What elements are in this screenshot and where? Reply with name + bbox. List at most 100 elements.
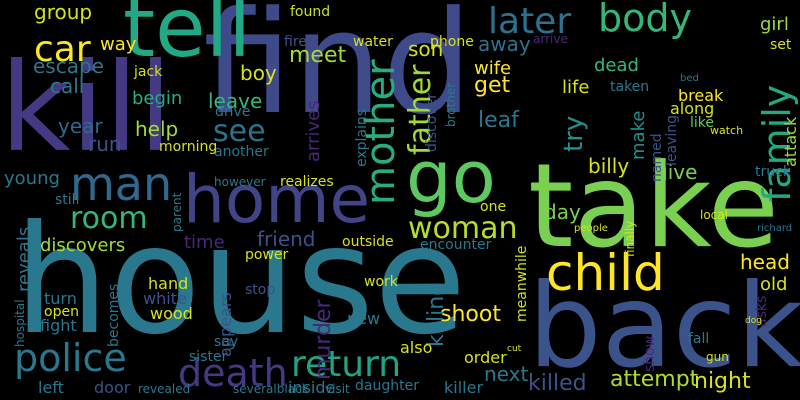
- word: asks: [754, 296, 770, 327]
- word: outside: [342, 234, 394, 250]
- word: another: [214, 144, 269, 160]
- word: meet: [289, 43, 347, 68]
- word: along: [670, 99, 714, 118]
- word: next: [484, 362, 528, 386]
- word: taken: [610, 79, 649, 95]
- word: cut: [507, 344, 522, 354]
- word: found: [290, 4, 330, 20]
- word: jack: [133, 64, 163, 80]
- word: fire: [284, 34, 307, 50]
- word: also: [400, 338, 432, 357]
- word: killed: [528, 371, 587, 396]
- word: girl: [760, 14, 789, 35]
- word: visit: [325, 382, 350, 396]
- word: explains: [354, 109, 370, 167]
- word: friend: [257, 227, 316, 251]
- word: family: [755, 85, 799, 202]
- word: man: [70, 157, 172, 211]
- word: life: [562, 77, 589, 98]
- word: revealed: [138, 382, 190, 396]
- word: richard: [757, 223, 792, 234]
- word: murder: [311, 298, 336, 380]
- word: time: [184, 232, 225, 253]
- word: night: [694, 369, 751, 394]
- word: find: [203, 0, 473, 146]
- word: tell: [123, 0, 251, 76]
- word: hospital: [13, 299, 27, 347]
- word: take: [528, 139, 779, 274]
- word: day: [544, 200, 581, 224]
- word: dog: [745, 316, 762, 326]
- word: way: [100, 34, 137, 55]
- word: finally: [623, 221, 637, 257]
- word: open: [44, 304, 79, 320]
- word: killing: [424, 282, 449, 347]
- word: house: [14, 194, 466, 368]
- word: wood: [150, 304, 193, 323]
- word: help: [135, 117, 178, 141]
- word: police: [14, 336, 127, 380]
- word: bed: [680, 73, 699, 84]
- word: escape: [33, 54, 104, 78]
- word: mother: [358, 59, 404, 205]
- word: left: [38, 378, 64, 397]
- word: son: [408, 37, 443, 61]
- word: leaving: [664, 115, 680, 166]
- word: stop: [245, 282, 275, 298]
- word: away: [478, 32, 531, 56]
- word: truck: [755, 164, 792, 180]
- word: child: [546, 244, 665, 302]
- word: year: [58, 114, 103, 138]
- word: brother: [444, 83, 458, 127]
- word: work: [364, 274, 399, 290]
- word: young: [4, 168, 60, 189]
- word: body: [598, 0, 692, 40]
- word: hand: [148, 274, 188, 293]
- word: still: [55, 192, 79, 208]
- word: father: [403, 64, 438, 155]
- word: dead: [594, 55, 639, 76]
- word: turn: [44, 289, 77, 308]
- word: phone: [430, 34, 474, 50]
- word: shoot: [440, 302, 501, 327]
- word: break: [678, 86, 724, 105]
- word: try: [559, 116, 589, 152]
- word: fall: [688, 331, 709, 347]
- word: like: [690, 115, 714, 131]
- word: realizes: [280, 174, 334, 190]
- word: encounter: [420, 237, 492, 253]
- word: arrives: [303, 100, 324, 162]
- word: becomes: [106, 284, 122, 347]
- word: go: [406, 135, 496, 219]
- word: people: [574, 223, 608, 234]
- word: begin: [132, 88, 182, 109]
- word: power: [245, 247, 289, 263]
- word: later: [488, 1, 571, 42]
- word: leave: [208, 89, 262, 113]
- word: white: [143, 289, 187, 308]
- word: see: [213, 114, 266, 149]
- word: old: [760, 274, 787, 295]
- word: inside: [288, 378, 335, 397]
- word: appears: [216, 292, 235, 357]
- word: discover: [424, 93, 440, 152]
- word: daughter: [355, 378, 419, 394]
- word: attack: [781, 116, 800, 167]
- word: killer: [444, 378, 483, 397]
- word: one: [480, 199, 506, 215]
- word: attempt: [610, 367, 699, 392]
- word: head: [740, 250, 790, 274]
- word: morning: [159, 139, 217, 155]
- word: woman: [408, 211, 518, 246]
- word: order: [464, 348, 507, 367]
- word: back: [528, 259, 800, 394]
- word: door: [94, 378, 131, 397]
- word: arrive: [533, 32, 568, 46]
- word: get: [474, 73, 511, 98]
- word: watch: [710, 124, 743, 137]
- word: wife: [474, 58, 511, 79]
- word: return: [291, 344, 401, 385]
